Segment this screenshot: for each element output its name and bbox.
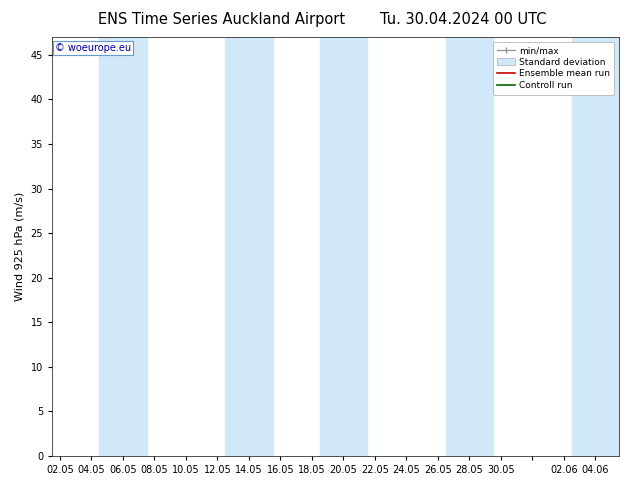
- Legend: min/max, Standard deviation, Ensemble mean run, Controll run: min/max, Standard deviation, Ensemble me…: [493, 42, 614, 95]
- Text: ENS Time Series Auckland Airport: ENS Time Series Auckland Airport: [98, 12, 346, 27]
- Text: © woeurope.eu: © woeurope.eu: [55, 43, 131, 53]
- Bar: [320, 37, 367, 456]
- Bar: [446, 37, 493, 456]
- Text: Tu. 30.04.2024 00 UTC: Tu. 30.04.2024 00 UTC: [380, 12, 546, 27]
- Y-axis label: Wind 925 hPa (m/s): Wind 925 hPa (m/s): [15, 192, 25, 301]
- Bar: [225, 37, 273, 456]
- Bar: [572, 37, 619, 456]
- Bar: [100, 37, 146, 456]
